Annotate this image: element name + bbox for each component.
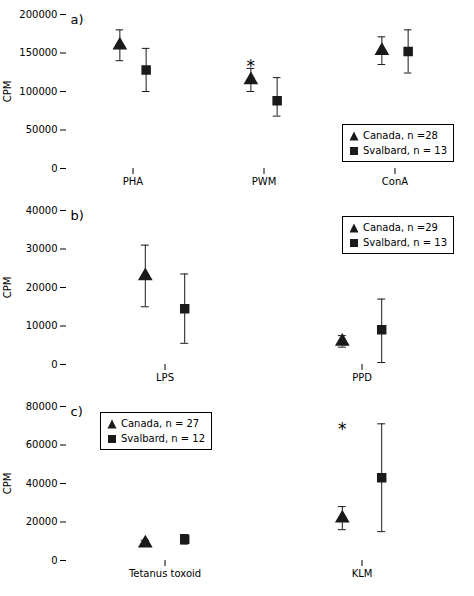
- svg-text:0: 0: [51, 359, 57, 370]
- svg-text:*: *: [338, 419, 347, 439]
- svg-text:150000: 150000: [19, 47, 57, 58]
- svg-text:10000: 10000: [26, 320, 58, 331]
- svg-text:40000: 40000: [26, 205, 58, 216]
- svg-text:20000: 20000: [26, 516, 58, 527]
- svg-text:100000: 100000: [19, 86, 57, 97]
- svg-text:LPS: LPS: [156, 372, 174, 383]
- svg-text:200000: 200000: [19, 9, 57, 20]
- svg-text:80000: 80000: [26, 401, 58, 412]
- html-text:Svalbard, n = 12: Svalbard, n = 12: [121, 433, 206, 444]
- svg-text:0: 0: [51, 163, 57, 174]
- svg-text:a): a): [71, 12, 84, 27]
- svg-text:ConA: ConA: [382, 176, 408, 187]
- svg-text:*: *: [247, 56, 256, 76]
- svg-text:Tetanus toxoid: Tetanus toxoid: [128, 568, 201, 579]
- html-text:Canada, n =29: Canada, n =29: [362, 222, 438, 233]
- svg-text:60000: 60000: [26, 439, 58, 450]
- svg-text:CPM: CPM: [2, 473, 13, 495]
- html-text:Canada, n =28: Canada, n =28: [362, 130, 438, 141]
- svg-text:PPD: PPD: [352, 372, 372, 383]
- svg-text:50000: 50000: [26, 124, 58, 135]
- svg-text:KLM: KLM: [352, 568, 373, 579]
- svg-text:0: 0: [51, 555, 57, 566]
- svg-text:40000: 40000: [26, 478, 58, 489]
- html-text:Svalbard, n = 13: Svalbard, n = 13: [362, 237, 447, 248]
- svg-text:PWM: PWM: [252, 176, 277, 187]
- svg-text:PHA: PHA: [123, 176, 144, 187]
- svg-text:c): c): [71, 404, 83, 419]
- svg-text:20000: 20000: [26, 282, 58, 293]
- svg-text:30000: 30000: [26, 243, 58, 254]
- html-text:Canada, n = 27: Canada, n = 27: [121, 418, 200, 429]
- svg-text:b): b): [71, 208, 84, 223]
- svg-text:CPM: CPM: [2, 81, 13, 103]
- html-text:Svalbard, n = 13: Svalbard, n = 13: [362, 145, 447, 156]
- svg-text:CPM: CPM: [2, 277, 13, 299]
